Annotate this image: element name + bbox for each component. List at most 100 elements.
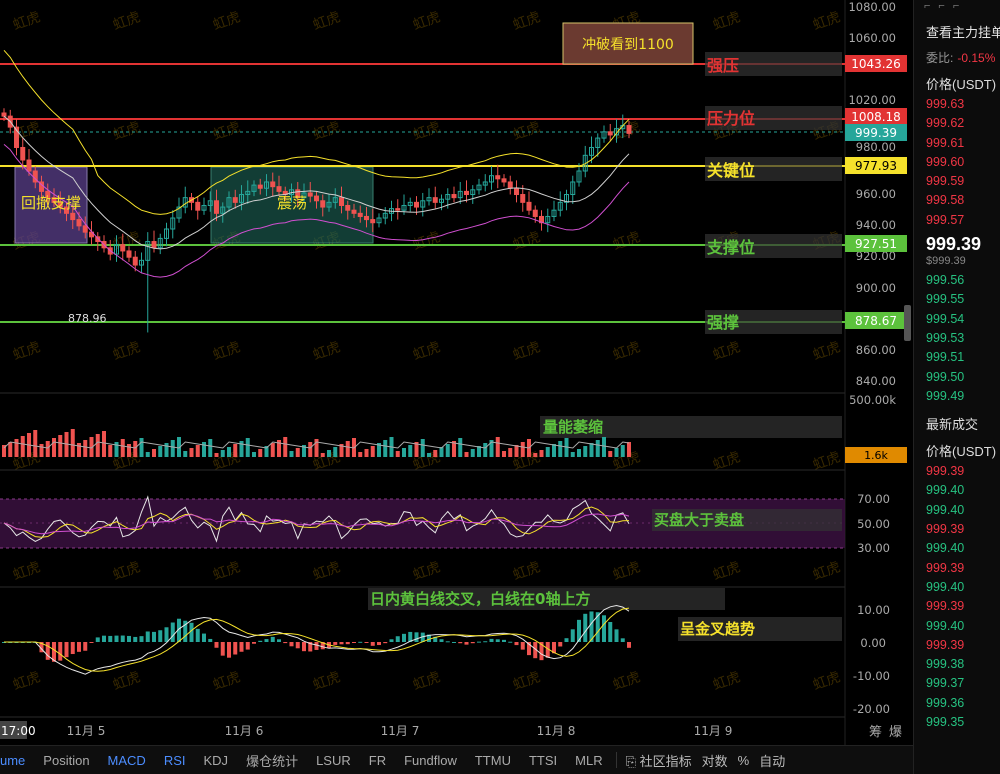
- percent-toggle[interactable]: %: [737, 752, 750, 768]
- tab-ume[interactable]: ume: [0, 752, 26, 768]
- chips-tool[interactable]: 筹: [869, 724, 882, 740]
- macd-histogram-bar: [227, 642, 231, 658]
- macd-histogram-bar: [433, 636, 438, 642]
- candle-body: [545, 215, 551, 224]
- macd-histogram-bar: [289, 642, 294, 647]
- volume-bar: [239, 441, 244, 457]
- bid-row: 999.53: [926, 330, 965, 345]
- macd-histogram-bar: [558, 642, 563, 647]
- volume-bar: [545, 447, 550, 457]
- auto-scale-toggle[interactable]: 自动: [759, 753, 786, 769]
- liquidation-tool[interactable]: 爆: [889, 725, 902, 740]
- price-tick: 920.00: [856, 249, 896, 263]
- candle-body: [432, 197, 438, 203]
- tab-position[interactable]: Position: [43, 752, 90, 768]
- price-tick: 980.00: [856, 140, 896, 154]
- watermark-text: 虹虎: [211, 559, 243, 584]
- macd-dif-line: [4, 604, 630, 675]
- macd-histogram-bar: [70, 642, 75, 655]
- volume-bar: [439, 447, 444, 457]
- volume-bar: [289, 451, 294, 457]
- orderbook-title[interactable]: 查看主力挂单: [926, 25, 1000, 40]
- ask-row: 999.61: [926, 135, 965, 150]
- macd-histogram-bar: [383, 642, 388, 644]
- macd-tick: 10.00: [857, 603, 890, 617]
- tab-kdj[interactable]: KDJ: [203, 752, 229, 768]
- macd-histogram-bar: [183, 620, 188, 642]
- price-tick: 940.00: [856, 218, 896, 232]
- tab-mlr[interactable]: MLR: [575, 752, 603, 768]
- current-price-badge: 999.39: [855, 126, 897, 140]
- volume-axis-top: 500.00k: [849, 393, 896, 407]
- last-price-usd: $999.39: [926, 255, 966, 268]
- macd-histogram-bar: [408, 631, 413, 642]
- candle-body: [482, 181, 488, 186]
- volume-bar: [608, 451, 613, 457]
- trade-row: 999.35: [926, 715, 965, 730]
- macd-histogram-bar: [627, 642, 631, 648]
- macd-histogram-bar: [52, 642, 56, 662]
- candle-body: [164, 228, 169, 239]
- ask-row: 999.63: [926, 97, 965, 111]
- volume-bar: [595, 440, 600, 457]
- volume-bar: [358, 452, 363, 457]
- macd-histogram-bar: [345, 642, 350, 645]
- trades-title[interactable]: 最新成交: [926, 417, 979, 433]
- time-label: 11月 5: [67, 724, 106, 738]
- trade-row: 999.40: [926, 502, 965, 517]
- trade-row: 999.40: [926, 579, 965, 594]
- volume-bar: [83, 440, 88, 457]
- tab-lsur[interactable]: LSUR: [316, 752, 351, 768]
- candle-body: [320, 200, 326, 208]
- tab-ttsi[interactable]: TTSI: [528, 752, 558, 768]
- watermark-text: 虹虎: [411, 669, 443, 694]
- macd-histogram-bar: [470, 642, 475, 644]
- volume-bar: [364, 449, 369, 457]
- candle-body: [51, 197, 57, 203]
- tab-爆仓统计[interactable]: 爆仓统计: [246, 753, 299, 769]
- watermark-text: 虹虎: [211, 9, 243, 34]
- rsi-line-pink: [3, 513, 630, 535]
- volume-bar: [314, 439, 319, 457]
- watermark-text: 虹虎: [611, 339, 643, 364]
- resist-text: 压力位: [707, 109, 755, 128]
- macd-histogram-bar: [89, 642, 94, 643]
- watermark-text: 虹虎: [811, 339, 843, 364]
- macd-histogram-bar: [252, 642, 256, 644]
- volume-bar: [345, 441, 350, 457]
- volume-bar: [589, 443, 594, 457]
- pane-scroll-handle[interactable]: [904, 305, 911, 341]
- volume-bar: [420, 439, 425, 457]
- candle-body: [614, 128, 619, 136]
- tab-rsi[interactable]: RSI: [163, 752, 186, 768]
- volume-bar: [308, 442, 313, 457]
- tab-fundflow[interactable]: Fundflow: [404, 752, 457, 768]
- watermark-text: 虹虎: [11, 9, 43, 34]
- volume-bar: [245, 438, 250, 457]
- community-indicator-button[interactable]: ⎘ 社区指标: [625, 753, 692, 769]
- watermark-text: 虹虎: [711, 669, 743, 694]
- ask-row: 999.60: [926, 154, 965, 169]
- tab-fr[interactable]: FR: [368, 752, 387, 768]
- volume-bar: [333, 447, 338, 457]
- macd-histogram-bar: [295, 642, 300, 649]
- price-axis[interactable]: 1080.00 1060.00 1020.00 980.00 960.00 94…: [848, 0, 896, 388]
- watermark-text: 虹虎: [711, 9, 743, 34]
- volume-bar: [533, 453, 538, 457]
- volume-bar: [427, 453, 431, 457]
- watermark-text: 虹虎: [211, 669, 243, 694]
- macd-histogram-bar: [620, 638, 625, 642]
- volume-bar: [620, 445, 625, 457]
- watermark-text: 虹虎: [411, 229, 443, 254]
- tab-ttmu[interactable]: TTMU: [474, 752, 511, 768]
- log-scale-toggle[interactable]: 对数: [701, 753, 728, 769]
- candle-body: [551, 209, 557, 217]
- panel-toolbar-icons[interactable]: ⌐⌐⌐: [924, 0, 968, 12]
- key-text: 关键位: [707, 161, 755, 180]
- candle-body: [139, 259, 144, 266]
- tab-macd[interactable]: MACD: [107, 752, 146, 768]
- time-label: 11月 8: [537, 724, 576, 738]
- candle-body: [470, 189, 476, 196]
- volume-bar: [452, 441, 456, 457]
